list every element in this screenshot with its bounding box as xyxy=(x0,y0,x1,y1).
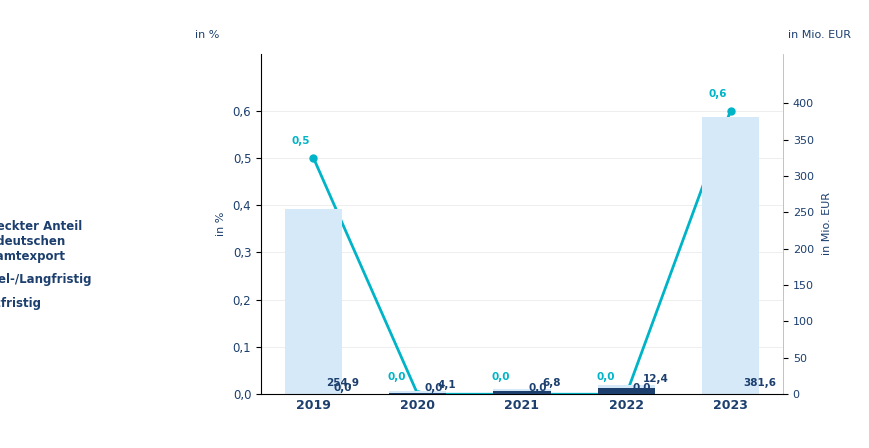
Text: 0,6: 0,6 xyxy=(708,89,726,99)
Y-axis label: in Mio. EUR: in Mio. EUR xyxy=(821,193,832,255)
Bar xyxy=(493,389,550,394)
Bar xyxy=(388,393,446,394)
Text: 0,0: 0,0 xyxy=(388,372,406,383)
Text: 0,0: 0,0 xyxy=(595,372,614,383)
Bar xyxy=(493,392,550,394)
Text: in %: in % xyxy=(195,30,219,40)
Bar xyxy=(388,391,446,394)
Text: 0,0: 0,0 xyxy=(632,383,650,393)
Text: 0,0: 0,0 xyxy=(527,383,547,393)
Text: 12,4: 12,4 xyxy=(642,374,667,384)
Legend: gedeckter Anteil
am deutschen
Gesamtexport, Mittel-/Langfristig, Kurzfristig: gedeckter Anteil am deutschen Gesamtexpo… xyxy=(0,220,92,310)
Bar xyxy=(597,388,654,394)
Text: 4,1: 4,1 xyxy=(437,380,455,390)
Bar xyxy=(597,385,654,394)
Bar xyxy=(284,209,342,394)
Bar xyxy=(701,116,759,394)
Text: 381,6: 381,6 xyxy=(742,379,775,388)
Text: in Mio. EUR: in Mio. EUR xyxy=(787,30,850,40)
Text: 0,0: 0,0 xyxy=(491,372,510,383)
Y-axis label: in %: in % xyxy=(216,212,225,236)
Text: 0,5: 0,5 xyxy=(291,136,309,146)
Text: 0,0: 0,0 xyxy=(333,383,351,393)
Text: 6,8: 6,8 xyxy=(541,378,560,388)
Text: 254,9: 254,9 xyxy=(326,379,359,388)
Text: 0,0: 0,0 xyxy=(423,383,442,393)
